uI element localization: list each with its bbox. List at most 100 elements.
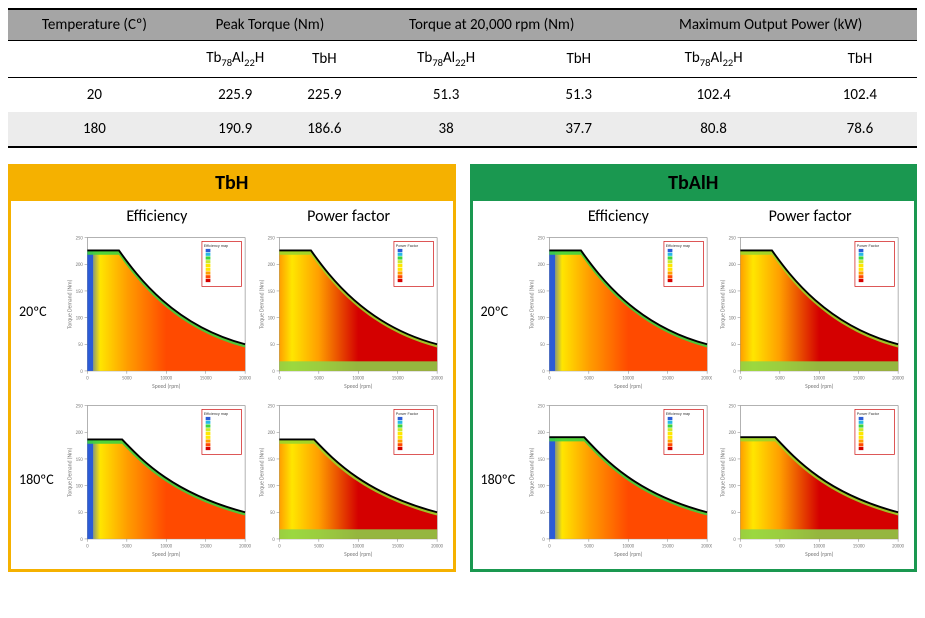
th-t20k: Torque at 20,000 rpm (Nm)	[359, 9, 624, 41]
svg-text:Power Factor: Power Factor	[857, 244, 880, 248]
svg-text:Torque Demand (Nm): Torque Demand (Nm)	[258, 447, 265, 497]
svg-text:Speed (rpm): Speed (rpm)	[152, 383, 180, 390]
svg-text:Power Factor: Power Factor	[396, 244, 419, 248]
svg-text:15000: 15000	[200, 544, 213, 549]
svg-text:200: 200	[76, 431, 84, 436]
svg-text:250: 250	[267, 237, 275, 242]
svg-text:20000: 20000	[239, 544, 251, 549]
cell: 78.6	[803, 112, 917, 147]
table-row: 180 190.9 186.6 38 37.7 80.8 78.6	[8, 112, 917, 147]
cell: 186.6	[290, 112, 360, 147]
svg-text:Power Factor: Power Factor	[857, 412, 880, 416]
chart-cell: 0 5000 10000 15000 20000 0 50 100 150 20…	[61, 398, 253, 562]
contour-chart: 0 5000 10000 15000 20000 0 50 100 150 20…	[255, 232, 443, 392]
svg-text:50: 50	[731, 511, 736, 516]
temp-label: 20ºC	[481, 303, 523, 320]
row-20c: 20ºC 0 5000 10000 15000 20000 0 50	[481, 230, 907, 394]
chart-cell: 0 5000 10000 15000 20000 0 50 100 150 20…	[253, 398, 445, 562]
svg-text:15000: 15000	[853, 544, 866, 549]
row-180c: 180ºC 0 5000 10000 15000 20000 0 50	[481, 398, 907, 562]
svg-text:Speed (rpm): Speed (rpm)	[614, 550, 642, 557]
cell: 37.7	[533, 112, 624, 147]
svg-text:20000: 20000	[239, 376, 251, 381]
svg-text:100: 100	[76, 316, 84, 321]
tbalh-panel: TbAlH Efficiency Power factor 20ºC 0 500…	[470, 164, 918, 572]
svg-text:150: 150	[729, 457, 737, 462]
svg-text:20000: 20000	[431, 544, 443, 549]
sub-a: Tb78Al22H	[359, 41, 533, 78]
row-20c: 20ºC 0 5000 10000 15000 20000 0 50	[19, 230, 445, 394]
sub-b: TbH	[533, 41, 624, 78]
svg-text:5000: 5000	[314, 376, 324, 381]
svg-text:Speed (rpm): Speed (rpm)	[344, 383, 372, 390]
cell: 102.4	[624, 78, 802, 113]
svg-text:250: 250	[267, 404, 275, 409]
svg-text:Torque Demand (Nm): Torque Demand (Nm)	[720, 447, 727, 497]
svg-text:10000: 10000	[352, 544, 365, 549]
sub-b: TbH	[803, 41, 917, 78]
svg-text:Power Factor: Power Factor	[396, 412, 419, 416]
panel-title: TbH	[11, 167, 453, 201]
th-temp: Temperature (Cº)	[8, 9, 181, 41]
svg-text:10000: 10000	[622, 376, 635, 381]
cell: 51.3	[533, 78, 624, 113]
tbalh-label: Tb78Al22H	[206, 49, 264, 67]
svg-text:200: 200	[729, 263, 737, 268]
svg-text:5000: 5000	[584, 376, 594, 381]
svg-text:Torque Demand (Nm): Torque Demand (Nm)	[528, 279, 535, 329]
svg-text:50: 50	[78, 511, 83, 516]
svg-text:150: 150	[76, 290, 84, 295]
sub-a: Tb78Al22H	[181, 41, 290, 78]
svg-text:150: 150	[729, 290, 737, 295]
svg-text:Efficiency map: Efficiency map	[665, 244, 689, 248]
sub-b: TbH	[290, 41, 360, 78]
svg-text:50: 50	[78, 343, 83, 348]
svg-text:250: 250	[76, 237, 84, 242]
svg-text:100: 100	[729, 316, 737, 321]
table-row: 20 225.9 225.9 51.3 51.3 102.4 102.4	[8, 78, 917, 113]
column-headers: Efficiency Power factor	[61, 207, 445, 226]
cell: 20	[8, 78, 181, 113]
svg-text:Torque Demand (Nm): Torque Demand (Nm)	[528, 447, 535, 497]
table-subheader-row: Tb78Al22H TbH Tb78Al22H TbH Tb78Al22H Tb…	[8, 41, 917, 78]
svg-text:15000: 15000	[200, 376, 213, 381]
th-peak: Peak Torque (Nm)	[181, 9, 359, 41]
contour-chart: 0 5000 10000 15000 20000 0 50 100 150 20…	[525, 400, 713, 560]
svg-text:150: 150	[76, 457, 84, 462]
cell: 225.9	[181, 78, 290, 113]
svg-text:50: 50	[539, 343, 544, 348]
svg-text:20000: 20000	[892, 544, 904, 549]
svg-text:Torque Demand (Nm): Torque Demand (Nm)	[258, 279, 265, 329]
svg-text:250: 250	[729, 237, 737, 242]
svg-text:200: 200	[267, 263, 275, 268]
contour-chart: 0 5000 10000 15000 20000 0 50 100 150 20…	[63, 232, 251, 392]
svg-text:50: 50	[270, 511, 275, 516]
contour-chart: 0 5000 10000 15000 20000 0 50 100 150 20…	[63, 400, 251, 560]
svg-text:250: 250	[537, 404, 545, 409]
cell: 38	[359, 112, 533, 147]
cell: 80.8	[624, 112, 802, 147]
svg-text:200: 200	[76, 263, 84, 268]
svg-text:10000: 10000	[352, 376, 365, 381]
cell: 225.9	[290, 78, 360, 113]
chart-cell: 0 5000 10000 15000 20000 0 50 100 150 20…	[253, 230, 445, 394]
svg-text:Speed (rpm): Speed (rpm)	[614, 383, 642, 390]
cell: 51.3	[359, 78, 533, 113]
svg-text:10000: 10000	[160, 544, 173, 549]
svg-text:5000: 5000	[122, 544, 132, 549]
svg-text:5000: 5000	[775, 376, 785, 381]
svg-text:Torque Demand (Nm): Torque Demand (Nm)	[66, 447, 73, 497]
svg-text:5000: 5000	[122, 376, 132, 381]
cell: 180	[8, 112, 181, 147]
panel-title: TbAlH	[473, 167, 915, 201]
col-head-powerfactor: Power factor	[714, 207, 906, 226]
svg-text:200: 200	[267, 431, 275, 436]
chart-cell: 0 5000 10000 15000 20000 0 50 100 150 20…	[61, 230, 253, 394]
svg-text:250: 250	[729, 404, 737, 409]
svg-text:20000: 20000	[701, 376, 713, 381]
temp-label: 20ºC	[19, 303, 61, 320]
temp-label: 180ºC	[19, 471, 61, 488]
chart-cell: 0 5000 10000 15000 20000 0 50 100 150 20…	[714, 398, 906, 562]
svg-text:20000: 20000	[431, 376, 443, 381]
sub-a: Tb78Al22H	[624, 41, 802, 78]
